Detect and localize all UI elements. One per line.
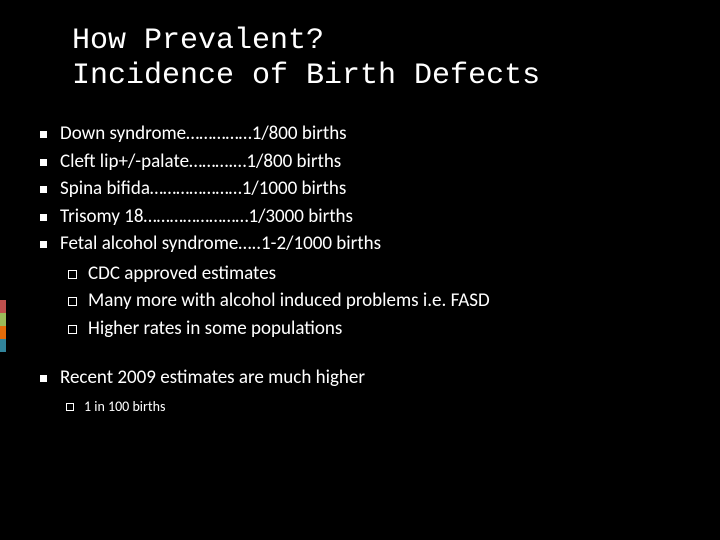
title-line-2: Incidence of Birth Defects <box>72 59 540 94</box>
list-item: Down syndrome……………1/800 births <box>36 120 676 148</box>
list-item: Recent 2009 estimates are much higher 1 … <box>36 364 676 417</box>
slide-title: How Prevalent? Incidence of Birth Defect… <box>72 24 540 93</box>
bullet-text: Recent 2009 estimates are much higher <box>60 366 365 389</box>
slide-body: Down syndrome……………1/800 births Cleft lip… <box>36 120 676 417</box>
list-item: Many more with alcohol induced problems … <box>60 287 676 315</box>
bullet-text: Higher rates in some populations <box>88 317 342 340</box>
list-item: Higher rates in some populations <box>60 315 676 343</box>
accent-swatch <box>0 326 6 339</box>
title-line-1: How Prevalent? <box>72 24 540 59</box>
accent-swatch <box>0 339 6 352</box>
bullet-text: Cleft lip+/-palate……….…1/800 births <box>60 150 341 173</box>
list-item: Cleft lip+/-palate……….…1/800 births <box>36 148 676 176</box>
accent-bar <box>0 300 6 352</box>
list-item: CDC approved estimates <box>60 260 676 288</box>
bullet-text: 1 in 100 births <box>84 398 165 415</box>
bullet-text: CDC approved estimates <box>88 262 276 285</box>
bullet-text: Fetal alcohol syndrome…..1-2/1000 births <box>60 232 381 255</box>
list-item: Spina bifida…………………1/1000 births <box>36 175 676 203</box>
accent-swatch <box>0 300 6 313</box>
list-item: Fetal alcohol syndrome…..1-2/1000 births… <box>36 230 676 342</box>
accent-swatch <box>0 313 6 326</box>
bullet-text: Spina bifida…………………1/1000 births <box>60 177 346 200</box>
bullet-text: Down syndrome……………1/800 births <box>60 122 347 145</box>
list-item: 1 in 100 births <box>60 396 676 417</box>
list-item: Trisomy 18……………………1/3000 births <box>36 203 676 231</box>
bullet-text: Many more with alcohol induced problems … <box>88 289 490 312</box>
bullet-text: Trisomy 18……………………1/3000 births <box>60 205 353 228</box>
